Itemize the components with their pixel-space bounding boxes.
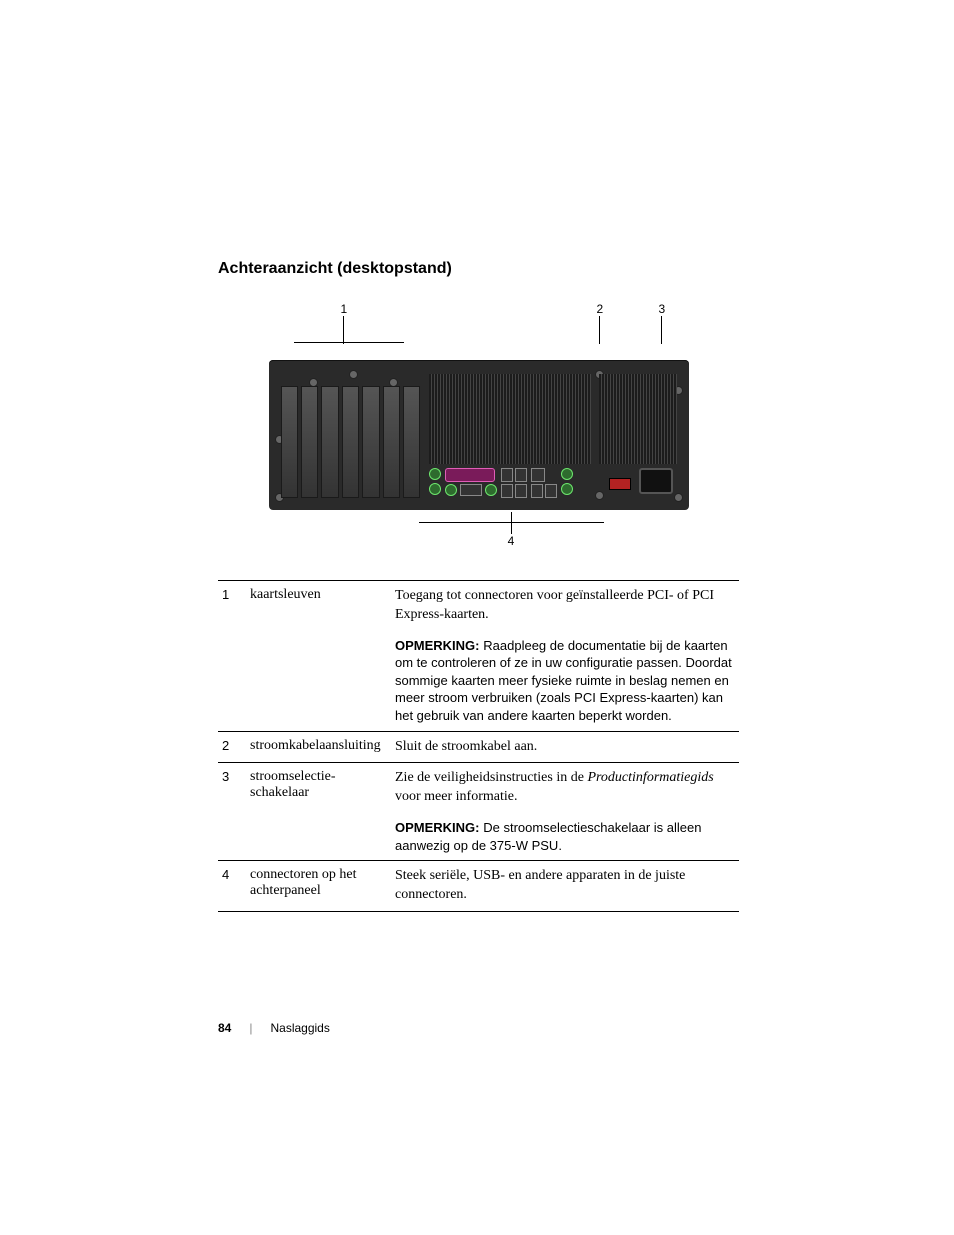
row2-term: stroomkabelaansluiting bbox=[246, 731, 391, 763]
chassis-outline bbox=[269, 360, 689, 510]
row2-body: Sluit de stroomkabel aan. bbox=[391, 731, 739, 763]
power-socket bbox=[639, 468, 673, 494]
callout-2: 2 bbox=[597, 302, 604, 316]
row1-term: kaartsleuven bbox=[246, 581, 391, 631]
rear-view-diagram: 1 2 3 bbox=[269, 302, 689, 562]
row1-body: Toegang tot connectoren voor geïnstallee… bbox=[391, 581, 739, 631]
row4-num: 4 bbox=[218, 861, 246, 912]
row1-note-label: OPMERKING: bbox=[395, 638, 480, 653]
row3-body: Zie de veiligheidsinstructies in de Prod… bbox=[391, 763, 739, 813]
row2-num: 2 bbox=[218, 731, 246, 763]
row4-term: connectoren op het achterpaneel bbox=[246, 861, 391, 912]
callout-1: 1 bbox=[341, 302, 348, 316]
voltage-switch bbox=[609, 478, 631, 490]
card-slots bbox=[281, 372, 421, 498]
page-number: 84 bbox=[218, 1021, 231, 1035]
io-panel bbox=[429, 468, 599, 498]
vent-psu bbox=[599, 374, 677, 464]
row4-body: Steek seriële, USB- en andere apparaten … bbox=[391, 861, 739, 912]
callout-3: 3 bbox=[659, 302, 666, 316]
row1-num: 1 bbox=[218, 581, 246, 631]
row3-num: 3 bbox=[218, 763, 246, 813]
callout-table: 1 kaartsleuven Toegang tot connectoren v… bbox=[218, 580, 739, 912]
footer-section: Naslaggids bbox=[270, 1021, 329, 1035]
footer-divider: | bbox=[249, 1021, 252, 1035]
page-footer: 84 | Naslaggids bbox=[218, 1021, 330, 1035]
row3-term: stroomselectie-schakelaar bbox=[246, 763, 391, 813]
section-heading: Achteraanzicht (desktopstand) bbox=[218, 260, 739, 278]
vent-main bbox=[429, 374, 591, 464]
callout-4: 4 bbox=[508, 534, 515, 548]
row3-note-label: OPMERKING: bbox=[395, 820, 480, 835]
